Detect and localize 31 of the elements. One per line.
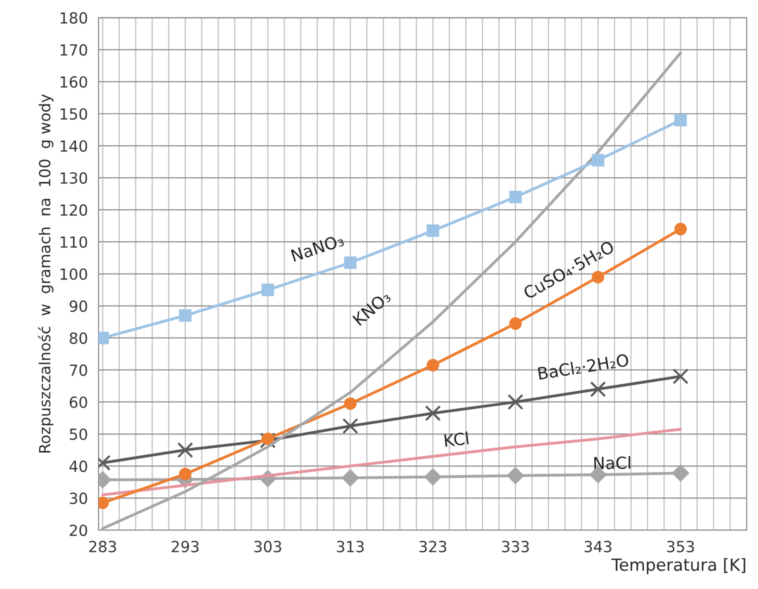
x-tick-label: 343 — [584, 540, 612, 552]
x-axis-title: Temperatura [K] — [611, 558, 746, 574]
text: BaCl₂·2H₂O — [538, 353, 629, 380]
y-tick-label: 50 — [70, 428, 88, 440]
y-tick-label: 140 — [60, 140, 88, 152]
y-tick-label: 80 — [70, 332, 88, 344]
y-axis-title: Rozpuszczalność w gramach na 100 g wody — [38, 94, 54, 452]
x-tick-label: 293 — [172, 540, 199, 552]
y-tick-label: 130 — [60, 172, 88, 184]
y-tick-label: 70 — [70, 364, 88, 376]
y-tick-label: 40 — [69, 460, 88, 472]
y-tick-label: 160 — [60, 76, 88, 88]
y-tick-label: 30 — [70, 492, 88, 504]
y-tick-label: 150 — [60, 108, 88, 120]
y-tick-label: 60 — [70, 396, 88, 408]
y-tick-label: 170 — [60, 44, 88, 56]
y-tick-label: 90 — [70, 300, 88, 312]
x-tick-label: 353 — [667, 540, 694, 552]
y-tick-label: 110 — [60, 236, 88, 248]
text: KCl — [444, 431, 469, 447]
x-tick-label: 303 — [254, 540, 282, 552]
y-tick-label: 20 — [70, 524, 88, 536]
text: NaNO₃ — [290, 233, 344, 262]
series-label: NaCl — [594, 456, 630, 470]
x-tick-label: 333 — [502, 540, 529, 552]
x-tick-label: 313 — [336, 540, 364, 552]
y-tick-label: 120 — [60, 204, 88, 216]
y-tick-label: 180 — [60, 12, 88, 24]
x-tick-label: 323 — [419, 540, 446, 552]
y-tick-label: 100 — [60, 268, 88, 280]
x-tick-label: 283 — [89, 540, 116, 552]
